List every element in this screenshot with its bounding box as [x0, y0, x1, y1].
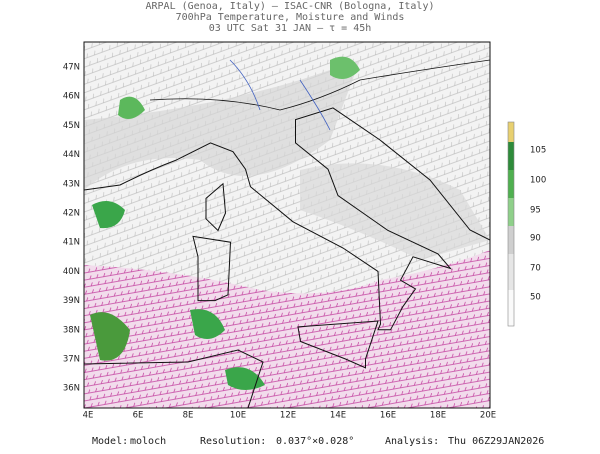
lat-label: 44N: [63, 150, 80, 160]
colorbar-label: 70: [530, 264, 541, 274]
colorbar-label: 50: [530, 293, 541, 303]
lon-label: 16E: [380, 411, 396, 421]
lat-label: 36N: [63, 384, 80, 394]
lon-label: 8E: [183, 411, 194, 421]
header: ARPAL (Genoa, Italy) — ISAC-CNR (Bologna…: [146, 1, 435, 34]
header-line: 700hPa Temperature, Moisture and Winds: [176, 12, 405, 23]
lat-label: 45N: [63, 121, 80, 131]
lon-label: 20E: [480, 411, 496, 421]
colorbar-label: 95: [530, 206, 541, 216]
lon-label: 12E: [280, 411, 296, 421]
colorbar-label: 90: [530, 234, 541, 244]
lat-label: 47N: [63, 63, 80, 73]
footer-value: Thu 06Z29JAN2026: [448, 436, 544, 447]
footer-label: Resolution:: [200, 436, 266, 447]
lon-label: 4E: [83, 411, 94, 421]
footer: Model: moloch Resolution: 0.037°×0.028° …: [92, 436, 544, 447]
colorbar: [507, 121, 515, 327]
map-frame: [83, 41, 491, 409]
lat-label: 42N: [63, 209, 80, 219]
footer-value: moloch: [130, 436, 166, 447]
footer-label: Analysis:: [385, 436, 439, 447]
lat-label: 46N: [63, 92, 80, 102]
header-line: 03 UTC Sat 31 JAN — τ = 45h: [209, 23, 372, 34]
map-area: [84, 42, 490, 408]
lon-label: 10E: [230, 411, 246, 421]
lon-label: 18E: [430, 411, 446, 421]
colorbar-label: 105: [530, 146, 546, 156]
lon-label: 6E: [133, 411, 144, 421]
lat-label: 38N: [63, 325, 80, 335]
footer-value: 0.037°×0.028°: [276, 436, 354, 447]
header-line: ARPAL (Genoa, Italy) — ISAC-CNR (Bologna…: [146, 1, 435, 12]
footer-label: Model:: [92, 436, 128, 447]
lat-label: 39N: [63, 296, 80, 306]
lat-label: 37N: [63, 355, 80, 365]
colorbar-label: 100: [530, 176, 546, 186]
axis-labels: 47N 46N 45N 44N 43N 42N 41N 40N 39N 38N 37N 36N 4E 6E…: [63, 63, 546, 421]
lat-label: 40N: [63, 267, 80, 277]
lat-label: 41N: [63, 238, 80, 248]
lat-label: 43N: [63, 179, 80, 189]
lon-label: 14E: [330, 411, 346, 421]
